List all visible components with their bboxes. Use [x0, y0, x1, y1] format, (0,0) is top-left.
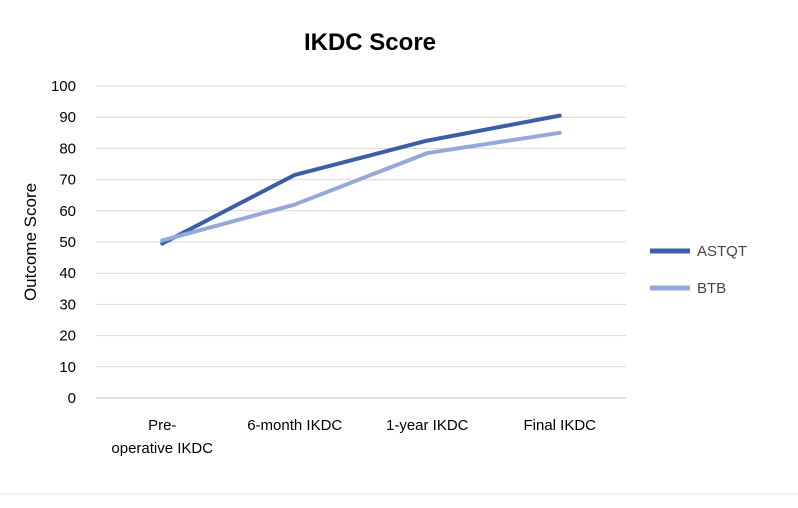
series-line-astqt [160, 113, 562, 246]
legend-label: ASTQT [697, 243, 747, 260]
y-axis-ticks: 0 10 20 30 40 50 60 70 80 90 100 [51, 78, 76, 407]
y-tick-label: 20 [59, 328, 76, 345]
x-tick-label: Final IKDC [523, 417, 596, 434]
y-tick-label: 50 [59, 234, 76, 251]
x-tick-label: Pre- [148, 417, 176, 434]
x-tick-label: 1-year IKDC [386, 417, 469, 434]
y-tick-label: 100 [51, 78, 76, 95]
y-tick-label: 40 [59, 265, 76, 282]
y-tick-label: 80 [59, 140, 76, 157]
x-tick-label: operative IKDC [111, 440, 213, 457]
chart-title: IKDC Score [304, 29, 436, 56]
series-line-btb [160, 130, 562, 243]
legend-label: BTB [697, 280, 726, 297]
y-tick-label: 0 [68, 390, 76, 407]
y-tick-label: 60 [59, 203, 76, 220]
y-tick-label: 30 [59, 296, 76, 313]
gridlines [96, 85, 626, 399]
series-lines [160, 113, 562, 246]
y-tick-label: 90 [59, 109, 76, 126]
legend: ASTQT BTB [650, 243, 747, 297]
x-axis-ticks: Pre-operative IKDC 6-month IKDC 1-year IKD… [111, 417, 596, 457]
y-axis-label: Outcome Score [21, 183, 40, 301]
x-tick-label: 6-month IKDC [247, 417, 342, 434]
y-tick-label: 10 [59, 359, 76, 376]
y-tick-label: 70 [59, 172, 76, 189]
